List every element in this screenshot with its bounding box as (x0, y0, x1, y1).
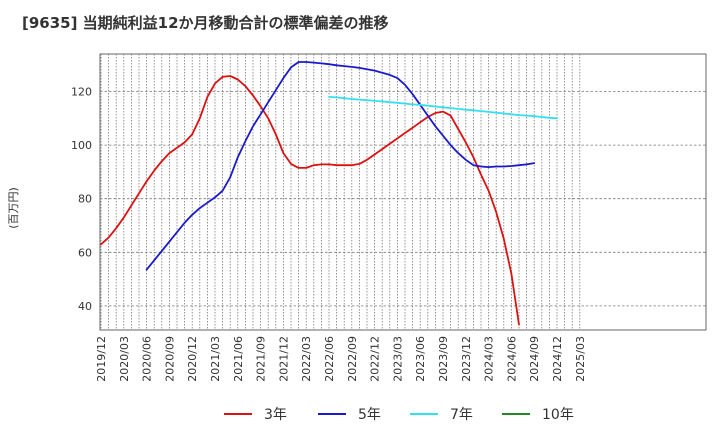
x-tick-label: 2019/12 (95, 336, 108, 382)
x-tick-label: 2022/12 (369, 336, 382, 382)
plot-area (99, 53, 707, 331)
grid-layer (100, 54, 706, 330)
x-tick-label: 2022/03 (300, 336, 313, 382)
series-line-3 (328, 96, 558, 120)
x-tick-label: 2024/06 (505, 336, 518, 382)
x-tick-label: 2023/09 (437, 336, 450, 382)
legend-label: 10年 (542, 407, 574, 423)
x-tick-label: 2020/12 (186, 336, 199, 382)
x-tick-label: 2022/09 (346, 336, 359, 382)
x-tick-label: 2021/03 (209, 336, 222, 382)
x-tick-label: 2025/03 (574, 336, 587, 382)
x-tick-label: 2023/12 (460, 336, 473, 382)
series-line-1 (100, 75, 520, 326)
x-tick-label: 2021/12 (277, 336, 290, 382)
series-line-2 (145, 61, 536, 271)
x-tick-label: 2021/06 (232, 336, 245, 382)
legend-label: 5年 (358, 407, 381, 423)
x-tick-label: 2024/09 (528, 336, 541, 382)
y-axis-label: (百万円) (7, 187, 20, 229)
x-tick-label: 2020/06 (141, 336, 154, 382)
y-tick-label: 40 (78, 300, 92, 313)
x-tick-label: 2020/03 (118, 336, 131, 382)
x-tick-label: 2020/09 (163, 336, 176, 382)
y-tick-labels: 40 60 80 100 120 (71, 86, 92, 313)
series-layer (100, 61, 558, 326)
x-tick-label: 2024/03 (483, 336, 496, 382)
x-tick-label: 2023/03 (391, 336, 404, 382)
y-tick-label: 80 (78, 193, 92, 206)
chart-title: [9635] 当期純利益12か月移動合計の標準偏差の推移 (22, 14, 389, 32)
x-tick-label: 2021/09 (255, 336, 268, 382)
y-tick-label: 120 (71, 86, 92, 99)
y-tick-label: 100 (71, 139, 92, 152)
y-tick-label: 60 (78, 246, 92, 259)
x-tick-label: 2023/06 (414, 336, 427, 382)
legend-label: 7年 (450, 407, 473, 423)
legend-label: 3年 (264, 407, 287, 423)
x-tick-labels: 2019/12 2020/03 2020/06 2020/09 2020/12 2021/… (95, 336, 587, 382)
legend: 3年 5年 7年 10年 (224, 407, 574, 423)
x-tick-label: 2024/12 (551, 336, 564, 382)
x-tick-label: 2022/06 (323, 336, 336, 382)
